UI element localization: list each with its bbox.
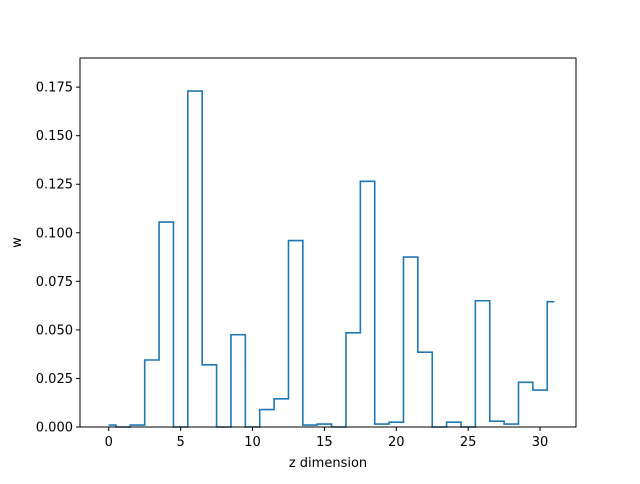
y-tick-label: 0.025	[36, 372, 73, 387]
y-tick-label: 0.000	[36, 421, 73, 436]
x-tick-label: 15	[316, 435, 333, 450]
x-tick-label: 5	[176, 435, 184, 450]
x-tick-label: 30	[532, 435, 549, 450]
y-tick-label: 0.075	[36, 275, 73, 290]
x-tick-label: 10	[244, 435, 261, 450]
x-axis-label: z dimension	[289, 456, 367, 471]
y-tick-label: 0.175	[36, 81, 73, 96]
x-tick-label: 0	[105, 435, 113, 450]
x-axis: 0 5 10 15 20 25 30	[105, 427, 549, 450]
y-tick-label: 0.050	[36, 323, 73, 338]
y-tick-label: 0.125	[36, 178, 73, 193]
plot-background	[80, 58, 576, 427]
y-axis: 0.000 0.025 0.050 0.075 0.100 0.125 0.150 0.175	[36, 81, 80, 436]
plot-frame	[79, 57, 577, 428]
y-tick-label: 0.100	[36, 226, 73, 241]
y-axis-label: w	[10, 237, 25, 248]
y-tick-label: 0.150	[36, 129, 73, 144]
x-tick-label: 20	[388, 435, 405, 450]
x-tick-label: 25	[460, 435, 477, 450]
